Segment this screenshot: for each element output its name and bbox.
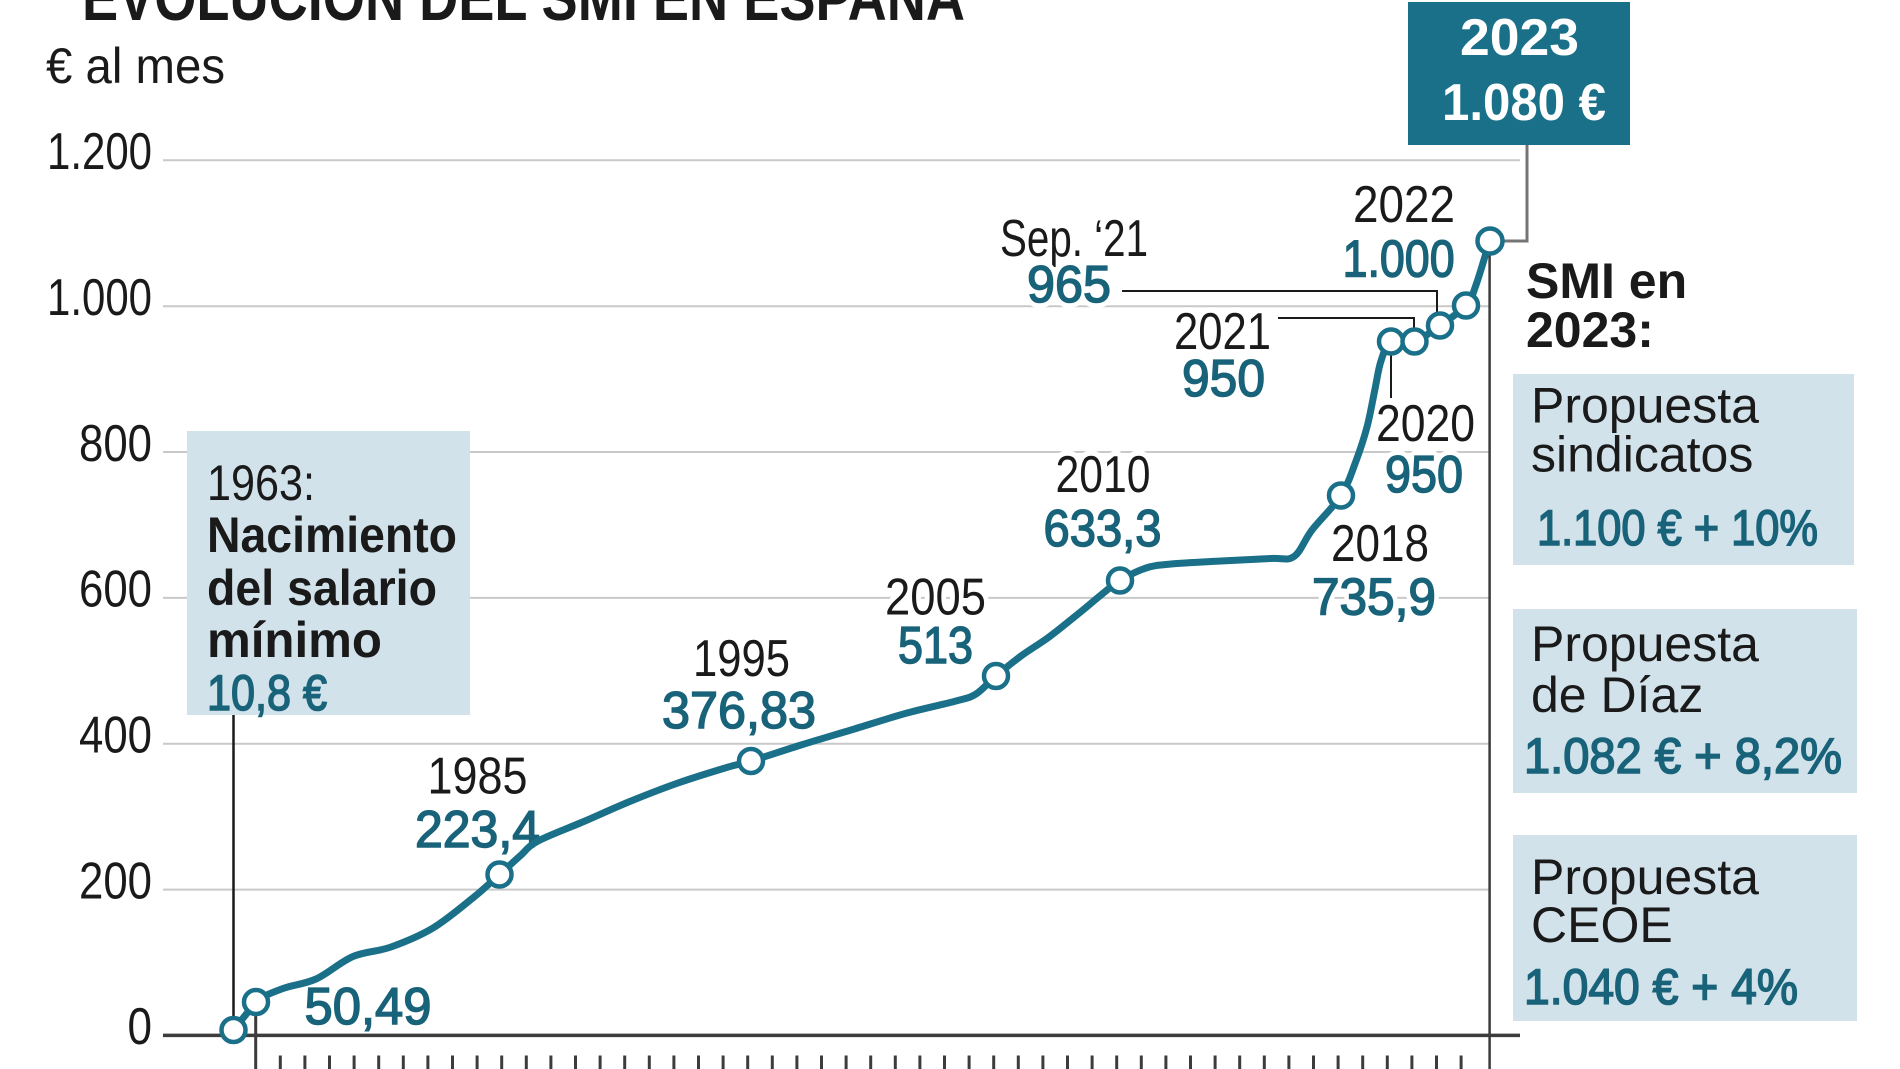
svg-text:10,8 €: 10,8 € (207, 665, 327, 721)
svg-text:50,49: 50,49 (305, 978, 432, 1036)
svg-text:2018: 2018 (1331, 515, 1429, 573)
svg-text:Propuesta: Propuesta (1531, 378, 1759, 434)
svg-text:950: 950 (1385, 446, 1463, 504)
svg-text:513: 513 (898, 617, 973, 675)
svg-text:1963:: 1963: (207, 455, 315, 511)
svg-text:965: 965 (1027, 256, 1111, 314)
svg-text:1.100 € + 10%: 1.100 € + 10% (1537, 500, 1818, 556)
svg-text:1.000: 1.000 (1343, 231, 1455, 289)
svg-text:1.000: 1.000 (1343, 231, 1455, 289)
svg-text:sindicatos: sindicatos (1531, 427, 1753, 483)
svg-text:376,83: 376,83 (662, 682, 816, 740)
svg-text:2010: 2010 (1056, 446, 1151, 504)
svg-text:1985: 1985 (428, 748, 528, 806)
svg-text:Sep. ‘21: Sep. ‘21 (1000, 210, 1148, 268)
svg-text:0: 0 (128, 998, 153, 1056)
svg-text:633,3: 633,3 (1044, 500, 1162, 558)
svg-text:2005: 2005 (885, 569, 986, 627)
svg-text:200: 200 (79, 852, 152, 910)
svg-text:950: 950 (1182, 350, 1265, 408)
svg-text:CEOE: CEOE (1531, 897, 1673, 953)
svg-text:800: 800 (79, 415, 152, 473)
svg-text:2020: 2020 (1376, 395, 1475, 453)
svg-text:1.080 €: 1.080 € (1442, 74, 1606, 132)
svg-text:Propuesta: Propuesta (1531, 849, 1759, 905)
svg-text:513: 513 (898, 617, 973, 675)
svg-text:€ al mes: € al mes (46, 38, 225, 94)
svg-text:735,9: 735,9 (1312, 569, 1436, 627)
svg-text:600: 600 (79, 561, 152, 619)
svg-text:223,4: 223,4 (415, 801, 540, 859)
svg-text:EVOLUCIÓN DEL SMI EN ESPAÑA: EVOLUCIÓN DEL SMI EN ESPAÑA (82, 0, 965, 34)
svg-text:2023: 2023 (1460, 9, 1579, 67)
svg-text:965: 965 (1027, 256, 1111, 314)
svg-text:950: 950 (1182, 350, 1265, 408)
svg-text:1.000: 1.000 (47, 269, 152, 327)
svg-text:2023:: 2023: (1526, 302, 1654, 358)
svg-text:735,9: 735,9 (1312, 569, 1436, 627)
svg-text:2021: 2021 (1174, 303, 1271, 361)
svg-text:1995: 1995 (693, 630, 790, 688)
svg-text:633,3: 633,3 (1044, 500, 1162, 558)
svg-text:2022: 2022 (1353, 176, 1455, 234)
svg-text:Propuesta: Propuesta (1531, 616, 1759, 672)
svg-text:376,83: 376,83 (662, 682, 816, 740)
svg-text:1.200: 1.200 (47, 123, 152, 181)
svg-text:Nacimiento: Nacimiento (207, 507, 457, 563)
svg-text:SMI en: SMI en (1526, 253, 1687, 309)
svg-text:de Díaz: de Díaz (1531, 667, 1703, 723)
svg-text:400: 400 (79, 707, 152, 765)
svg-text:50,49: 50,49 (305, 978, 432, 1036)
svg-text:1.040 € + 4%: 1.040 € + 4% (1524, 959, 1798, 1015)
svg-text:950: 950 (1385, 446, 1463, 504)
svg-text:mínimo: mínimo (207, 612, 382, 668)
svg-text:1.082 € + 8,2%: 1.082 € + 8,2% (1524, 728, 1842, 784)
svg-text:del salario: del salario (207, 560, 437, 616)
